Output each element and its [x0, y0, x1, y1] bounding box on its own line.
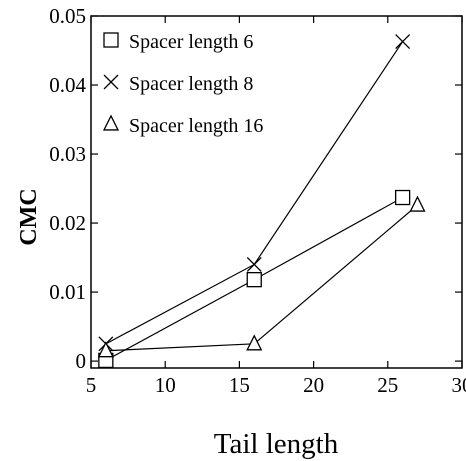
y-tick-label: 0.04: [49, 73, 86, 97]
x-tick-label: 10: [155, 373, 176, 397]
series-triangle: [97, 195, 426, 358]
x-axis-title: Tail length: [214, 428, 339, 460]
y-tick-label: 0: [76, 349, 87, 373]
legend-item: Spacer length 6: [103, 31, 253, 53]
y-tick-label: 0.02: [49, 211, 86, 235]
data-point-x: [395, 34, 411, 49]
x-tick-label: 15: [229, 373, 250, 397]
legend-label: Spacer length 6: [129, 31, 253, 53]
y-tick-label: 0.03: [49, 142, 86, 166]
series-x: [98, 34, 411, 352]
y-axis-title: CMC: [16, 188, 42, 245]
x-axis-ticks: 5 10 15 20 25 30: [86, 16, 466, 397]
legend-marker-triangle: [102, 114, 120, 131]
data-point-square: [246, 272, 262, 288]
legend-item: Spacer length 16: [102, 114, 263, 137]
plot-frame: [90, 15, 463, 369]
x-tick-label: 30: [452, 373, 466, 397]
legend-label: Spacer length 8: [129, 73, 253, 95]
legend-marker-x: [103, 74, 119, 90]
x-tick-label: 25: [377, 373, 398, 397]
data-point-x: [246, 257, 262, 272]
series-layer: [97, 34, 426, 369]
x-tick-label: 20: [303, 373, 324, 397]
data-point-square: [394, 189, 411, 206]
series-square: [98, 189, 411, 369]
legend: Spacer length 6 Spacer length 8 Spacer len…: [102, 31, 263, 137]
data-point-triangle: [409, 195, 426, 212]
x-tick-label: 5: [86, 373, 97, 397]
y-tick-label: 0.01: [49, 280, 86, 304]
legend-item: Spacer length 8: [103, 73, 253, 95]
data-point-triangle: [246, 334, 263, 351]
legend-label: Spacer length 16: [129, 115, 263, 137]
y-axis-ticks: 0 0.01 0.02 0.03 0.04 0.05: [49, 4, 462, 373]
legend-marker-square: [103, 32, 119, 48]
y-tick-label: 0.05: [49, 4, 86, 28]
data-point-triangle: [97, 341, 114, 358]
